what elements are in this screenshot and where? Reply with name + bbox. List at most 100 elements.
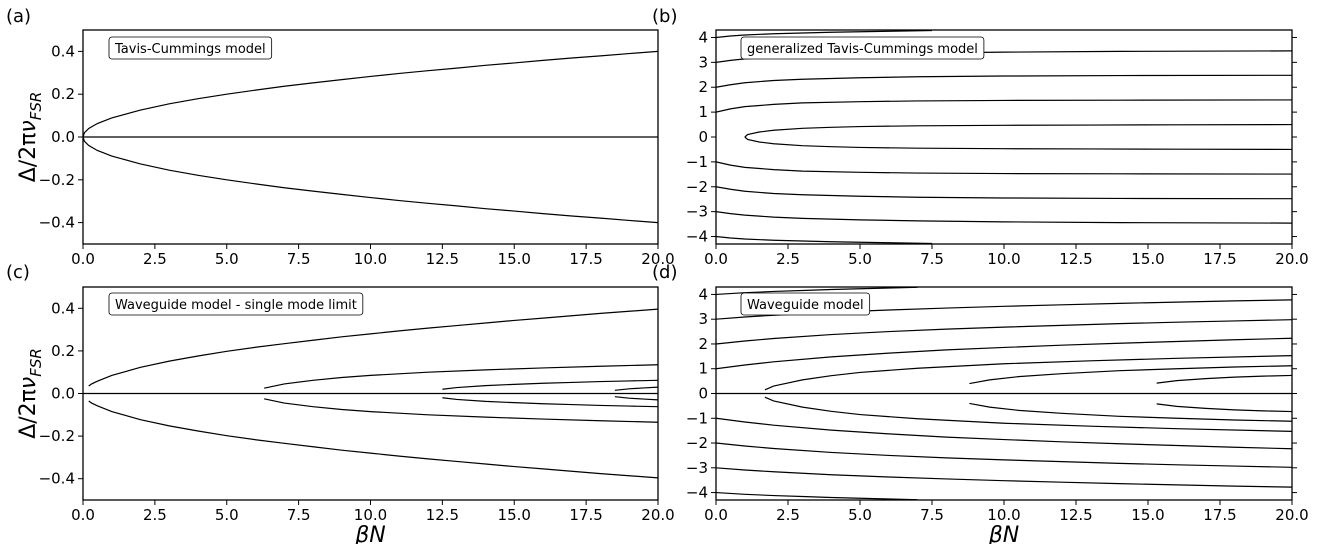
x-tick-label: 12.5 [1059, 250, 1092, 268]
series-line-2 [264, 364, 658, 389]
series-line-2 [716, 99, 1292, 113]
series-group [83, 50, 658, 224]
series-line-8 [716, 319, 1292, 345]
y-tick-label: −4 [686, 484, 708, 502]
series-line-0 [83, 50, 658, 138]
x-tick-label: 12.5 [1059, 506, 1092, 524]
x-tick-label: 12.5 [426, 250, 459, 268]
series-line-5 [442, 397, 658, 408]
series-line-5 [1156, 403, 1292, 413]
y-tick-label: −2 [686, 178, 708, 196]
series-line-1 [744, 136, 1292, 151]
series-group [716, 287, 1292, 500]
y-tick-label: −1 [686, 153, 708, 171]
series-line-11 [716, 467, 1292, 488]
y-tick-label: −1 [686, 409, 708, 427]
series-line-9 [716, 235, 933, 244]
y-tick-label: 1 [698, 360, 708, 378]
x-tick-label: 17.5 [569, 250, 602, 268]
x-tick-label: 0.0 [704, 250, 728, 268]
x-tick-label: 15.0 [498, 250, 531, 268]
x-tick-label: 5.0 [215, 506, 239, 524]
series-line-7 [716, 211, 1292, 224]
x-tick-label: 15.0 [1131, 250, 1164, 268]
panel-label: (b) [652, 6, 677, 27]
series-line-3 [716, 161, 1292, 175]
y-tick-label: 2 [698, 78, 708, 96]
series-line-1 [764, 396, 1292, 432]
series-line-6 [716, 337, 1292, 370]
series-line-6 [614, 386, 658, 391]
x-tick-label: 20.0 [641, 506, 674, 524]
y-tick-label: 0.2 [51, 85, 75, 103]
annotation-box: generalized Tavis-Cummings model [740, 36, 985, 60]
annotation-text: generalized Tavis-Cummings model [747, 42, 978, 57]
y-tick-label: −0.4 [39, 214, 75, 232]
y-tick-label: 2 [698, 335, 708, 353]
x-tick-label: 17.5 [1203, 250, 1236, 268]
series-line-7 [614, 396, 658, 401]
y-axis-label: Δ/2πνFSR [16, 348, 45, 439]
series-line-2 [969, 365, 1292, 385]
x-tick-label: 20.0 [641, 250, 674, 268]
series-line-5 [716, 186, 1292, 200]
x-tick-label: 20.0 [1275, 250, 1308, 268]
y-tick-label: 0.0 [51, 385, 75, 403]
annotation-text: Waveguide model - single mode limit [115, 298, 357, 313]
y-tick-label: −4 [686, 228, 708, 246]
series-line-9 [716, 442, 1292, 468]
x-tick-label: 0.0 [71, 506, 95, 524]
y-tick-label: 3 [698, 53, 708, 71]
x-axis-label: βN [354, 523, 386, 544]
series-line-3 [264, 398, 658, 423]
x-tick-label: 5.0 [215, 250, 239, 268]
annotation-box: Tavis-Cummings model [108, 36, 273, 60]
x-tick-label: 7.5 [920, 250, 944, 268]
x-tick-label: 7.5 [920, 506, 944, 524]
x-tick-label: 17.5 [569, 506, 602, 524]
x-tick-label: 15.0 [498, 506, 531, 524]
y-tick-label: 0.2 [51, 342, 75, 360]
x-tick-label: 17.5 [1203, 506, 1236, 524]
y-tick-label: 3 [698, 310, 708, 328]
annotation-text: Waveguide model [747, 298, 864, 313]
x-tick-label: 2.5 [143, 250, 167, 268]
panel-d: 0.0 2.5 5.0 7.5 10.0 12.5 15.0 17.5 20.0 4 3 2 1 0 −1 −… [652, 262, 1309, 544]
series-group [83, 308, 658, 479]
x-tick-label: 5.0 [848, 250, 872, 268]
series-line-4 [716, 74, 1292, 88]
x-tick-label: 2.5 [776, 250, 800, 268]
x-tick-label: 20.0 [1275, 506, 1308, 524]
x-tick-label: 7.5 [287, 250, 311, 268]
panel-c: 0.0 2.5 5.0 7.5 10.0 12.5 15.0 17.5 20.0 0.4 0.2 0.… [6, 262, 675, 544]
series-line-0 [764, 355, 1292, 391]
series-line-3 [969, 402, 1292, 422]
x-tick-label: 12.5 [426, 506, 459, 524]
series-line-4 [442, 379, 658, 390]
y-tick-label: 4 [698, 28, 708, 46]
annotation-box: Waveguide model - single mode limit [108, 292, 364, 316]
y-tick-label: −0.4 [39, 470, 75, 488]
panel-a: 0.0 2.5 5.0 7.5 10.0 12.5 15.0 17.5 20.0 0.4 0.2 0.… [6, 6, 675, 268]
y-tick-label: −0.2 [39, 427, 75, 445]
y-tick-label: 0.4 [51, 42, 75, 60]
y-tick-label: 0.4 [51, 299, 75, 317]
plot-frame [715, 29, 1293, 245]
x-tick-label: 2.5 [776, 506, 800, 524]
x-tick-label: 0.0 [71, 250, 95, 268]
series-line-0 [88, 308, 658, 387]
x-tick-label: 2.5 [143, 506, 167, 524]
series-line-8 [716, 30, 933, 39]
y-tick-label: 1 [698, 103, 708, 121]
y-tick-label: −3 [686, 203, 708, 221]
y-axis-label: Δ/2πνFSR [16, 92, 45, 183]
panel-label: (a) [6, 6, 31, 27]
annotation-box: Waveguide model [740, 292, 871, 316]
series-line-12 [716, 287, 918, 296]
x-tick-label: 7.5 [287, 506, 311, 524]
series-line-10 [716, 299, 1292, 320]
y-tick-label: −0.2 [39, 171, 75, 189]
y-tick-label: 0.0 [51, 128, 75, 146]
x-tick-label: 10.0 [987, 506, 1020, 524]
panel-b: 0.0 2.5 5.0 7.5 10.0 12.5 15.0 17.5 20.0 4 3 2 1 0 −1 −… [652, 6, 1309, 268]
